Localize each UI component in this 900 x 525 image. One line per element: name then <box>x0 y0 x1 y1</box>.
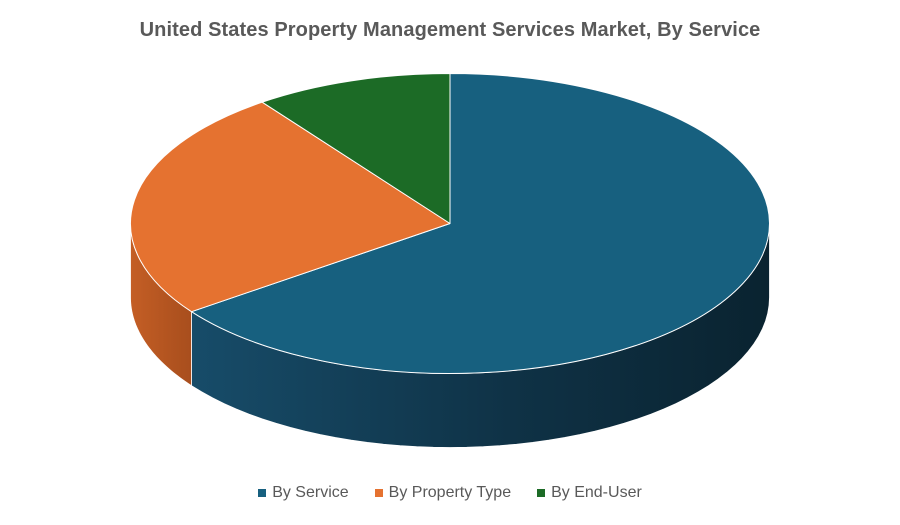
pie-slice-by-property-type <box>130 101 451 313</box>
pie-slice-by-end-user <box>261 73 451 224</box>
legend-swatch <box>258 489 267 497</box>
legend-item-by-property-type: By Property Type <box>374 484 512 502</box>
legend-label: By Service <box>272 484 349 501</box>
legend-swatch <box>537 489 546 497</box>
legend: By Service By Property Type By End-User <box>0 484 900 502</box>
pie-tops <box>130 73 770 374</box>
pie-slice-by-service <box>191 73 770 374</box>
legend-label: By End-User <box>551 484 642 501</box>
chart-title: United States Property Management Servic… <box>139 19 761 41</box>
legend-label: By Property Type <box>388 484 512 501</box>
legend-item-by-service: By Service <box>258 484 349 502</box>
legend-item-by-end-user: By End-User <box>537 484 642 502</box>
legend-swatch <box>374 489 383 497</box>
